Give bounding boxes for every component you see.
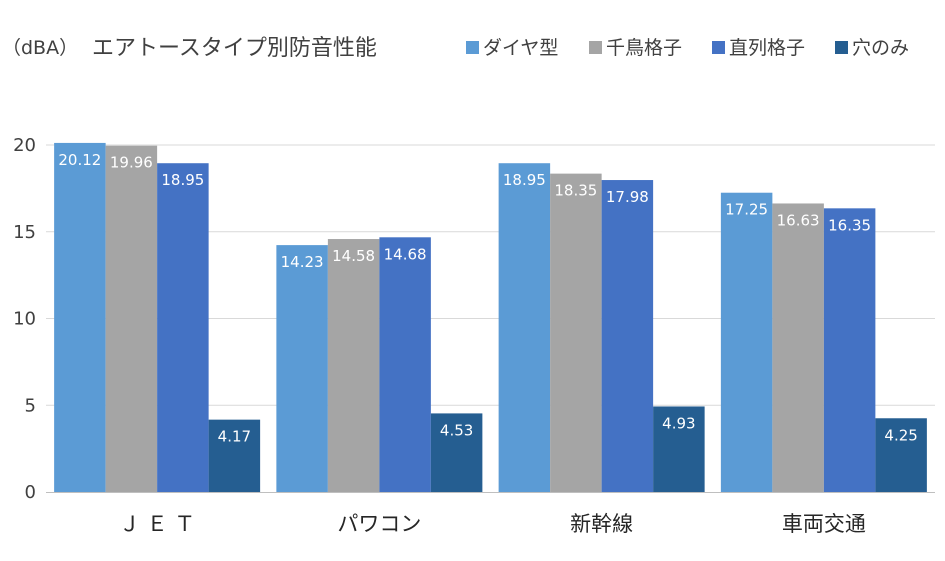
bar: [720, 192, 773, 492]
bar: [105, 145, 158, 492]
bar: [54, 142, 106, 492]
y-tick-label: 20: [13, 135, 36, 156]
data-label: 16.63: [777, 211, 820, 229]
y-axis: 0 5 10 15 20: [13, 135, 36, 503]
bar: [157, 163, 209, 492]
bar: [875, 418, 927, 492]
bar: [208, 419, 261, 492]
data-label: 4.25: [884, 426, 917, 444]
legend-label: 千鳥格子: [606, 37, 682, 59]
data-label: 14.58: [332, 247, 375, 265]
bar: [653, 406, 705, 492]
x-category-label: Ｊ Ｅ Ｔ: [119, 512, 195, 536]
legend-label: ダイヤ型: [483, 37, 558, 59]
legend: ダイヤ型 千鳥格子 直列格子 穴のみ: [466, 37, 909, 59]
y-unit-label: （dBA）: [2, 37, 78, 59]
bar: [430, 413, 483, 492]
data-label: 19.96: [110, 154, 153, 172]
y-tick-label: 5: [25, 395, 36, 416]
legend-swatch: [712, 41, 725, 54]
data-label: 4.17: [218, 428, 251, 446]
data-label: 17.98: [606, 188, 649, 206]
bar: [379, 237, 431, 492]
bar-series-group: [54, 142, 927, 493]
legend-label: 直列格子: [729, 37, 805, 59]
data-label: 18.35: [554, 182, 597, 200]
legend-label: 穴のみ: [852, 37, 909, 59]
y-tick-label: 0: [25, 482, 36, 503]
data-label: 14.23: [281, 253, 324, 271]
x-category-label: 新幹線: [570, 512, 633, 536]
y-tick-label: 10: [13, 309, 36, 330]
legend-swatch: [589, 41, 602, 54]
bar: [498, 163, 551, 492]
data-label: 20.12: [58, 151, 101, 169]
x-category-label: 車両交通: [782, 512, 866, 536]
bar: [550, 173, 602, 492]
x-category-label: パワコン: [337, 512, 421, 536]
data-label: 18.95: [161, 171, 204, 189]
bar: [327, 239, 380, 492]
bar: [601, 180, 654, 492]
x-axis: Ｊ Ｅ Ｔ パワコン 新幹線 車両交通: [46, 492, 935, 536]
data-label: 18.95: [503, 171, 546, 189]
y-tick-label: 15: [13, 222, 36, 243]
legend-swatch: [466, 41, 479, 54]
bar: [276, 245, 328, 492]
data-label: 4.93: [662, 414, 695, 432]
data-label: 14.68: [384, 245, 427, 263]
data-label: 4.53: [440, 421, 473, 439]
data-label: 16.35: [828, 216, 871, 234]
data-label-group: 20.12 19.96 18.95 4.17 14.23 14.58 14.68 4.53 18…: [58, 151, 917, 446]
data-label: 17.25: [725, 201, 768, 219]
bar: [772, 203, 824, 493]
bar: [823, 208, 876, 492]
chart-title: エアトースタイプ別防音性能: [92, 36, 377, 61]
legend-swatch: [835, 41, 848, 54]
